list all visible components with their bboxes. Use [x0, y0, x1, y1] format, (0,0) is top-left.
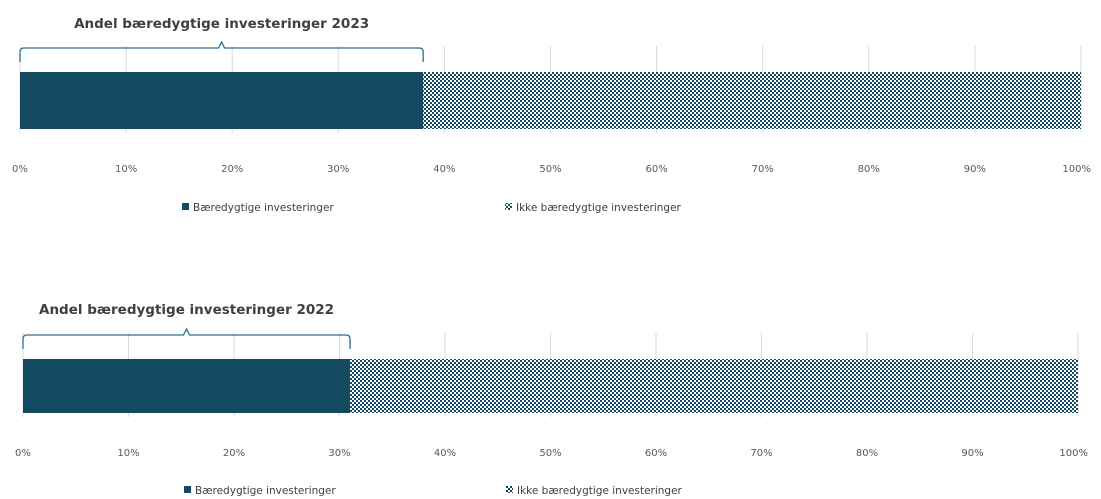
tick-label: 40%	[433, 164, 455, 175]
legend-swatch-sustainable	[184, 486, 191, 493]
tick-label: 100%	[1062, 164, 1091, 175]
bar-non-sustainable	[423, 72, 1081, 129]
chart-title: Andel bæredygtige investeringer 2022	[39, 302, 334, 318]
tick-label: 40%	[434, 448, 456, 459]
bar-sustainable	[20, 72, 424, 129]
legend-swatch-sustainable	[182, 203, 189, 210]
legend-swatch-non-sustainable	[506, 486, 513, 493]
tick-label: 80%	[858, 164, 880, 175]
tick-label: 60%	[645, 448, 667, 459]
tick-label: 60%	[645, 164, 667, 175]
legend-label-sustainable: Bæredygtige investeringer	[193, 202, 334, 214]
chart-2023: Andel bæredygtige investeringer 2023 0% 10…	[12, 16, 1091, 214]
tick-label: 50%	[539, 448, 561, 459]
tick-label: 90%	[964, 164, 986, 175]
tick-label: 30%	[328, 448, 350, 459]
chart-title: Andel bæredygtige investeringer 2023	[74, 16, 369, 32]
chart-2022: Andel bæredygtige investeringer 2022 0% 10…	[15, 302, 1088, 497]
tick-label: 10%	[115, 164, 137, 175]
share-bracket	[22, 327, 351, 349]
bar-non-sustainable	[350, 359, 1078, 413]
tick-label: 20%	[221, 164, 243, 175]
tick-label: 50%	[539, 164, 561, 175]
legend-label-sustainable: Bæredygtige investeringer	[195, 485, 336, 497]
legend-label-non-sustainable: Ikke bæredygtige investeringer	[517, 485, 683, 497]
share-bracket	[19, 40, 424, 62]
tick-label: 30%	[327, 164, 349, 175]
tick-label: 80%	[856, 448, 878, 459]
tick-label: 20%	[223, 448, 245, 459]
tick-label: 70%	[752, 164, 774, 175]
tick-label: 10%	[117, 448, 139, 459]
legend-label-non-sustainable: Ikke bæredygtige investeringer	[516, 202, 682, 214]
tick-label: 70%	[750, 448, 772, 459]
legend-swatch-non-sustainable	[505, 203, 512, 210]
bar-sustainable	[23, 359, 351, 413]
tick-label: 0%	[15, 448, 31, 459]
tick-label: 0%	[12, 164, 28, 175]
tick-label: 100%	[1059, 448, 1088, 459]
tick-label: 90%	[961, 448, 983, 459]
